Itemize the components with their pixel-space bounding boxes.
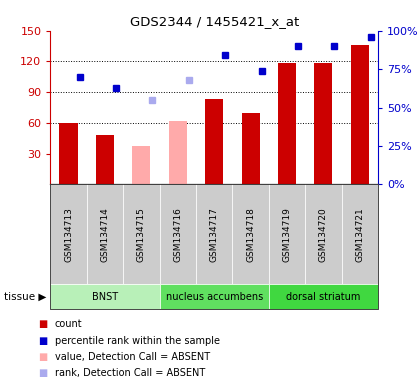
Text: BNST: BNST <box>92 291 118 302</box>
Text: rank, Detection Call = ABSENT: rank, Detection Call = ABSENT <box>55 368 205 378</box>
Text: ■: ■ <box>38 368 47 378</box>
Text: ■: ■ <box>38 336 47 346</box>
Title: GDS2344 / 1455421_x_at: GDS2344 / 1455421_x_at <box>130 15 299 28</box>
Text: GSM134718: GSM134718 <box>246 207 255 262</box>
Text: ■: ■ <box>38 319 47 329</box>
Text: value, Detection Call = ABSENT: value, Detection Call = ABSENT <box>55 352 210 362</box>
Text: GSM134715: GSM134715 <box>137 207 146 262</box>
Bar <box>278 63 296 184</box>
Text: GSM134716: GSM134716 <box>173 207 182 262</box>
Text: GSM134719: GSM134719 <box>283 207 291 262</box>
Text: GSM134721: GSM134721 <box>355 207 364 262</box>
Text: GSM134717: GSM134717 <box>210 207 219 262</box>
Text: dorsal striatum: dorsal striatum <box>286 291 361 302</box>
Bar <box>169 121 187 184</box>
Text: tissue ▶: tissue ▶ <box>4 291 46 302</box>
Text: GSM134720: GSM134720 <box>319 207 328 262</box>
Bar <box>351 45 369 184</box>
Text: count: count <box>55 319 82 329</box>
Bar <box>60 123 78 184</box>
Bar <box>205 99 223 184</box>
Bar <box>132 146 150 184</box>
Bar <box>96 135 114 184</box>
Text: GSM134713: GSM134713 <box>64 207 73 262</box>
Bar <box>314 63 333 184</box>
Bar <box>241 113 260 184</box>
Text: percentile rank within the sample: percentile rank within the sample <box>55 336 220 346</box>
Text: GSM134714: GSM134714 <box>100 207 110 262</box>
Text: nucleus accumbens: nucleus accumbens <box>165 291 263 302</box>
Text: ■: ■ <box>38 352 47 362</box>
